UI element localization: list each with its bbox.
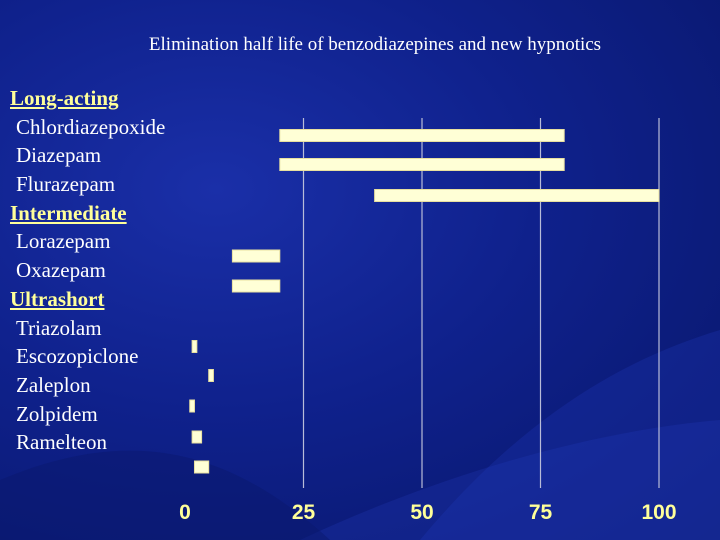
bar bbox=[189, 399, 195, 413]
x-tick-label: 50 bbox=[410, 501, 433, 524]
bar bbox=[208, 369, 214, 382]
drug-label: Oxazepam bbox=[16, 258, 106, 283]
drug-label: Lorazepam bbox=[16, 229, 111, 254]
bar bbox=[191, 340, 198, 353]
x-tick-label: 25 bbox=[292, 501, 316, 524]
group-label: Long-acting bbox=[10, 86, 119, 110]
bar bbox=[374, 189, 660, 202]
bar bbox=[231, 249, 281, 263]
category-labels: Long-acting Chlordiazepoxide Diazepam Flura… bbox=[10, 84, 165, 457]
drug-label: Zaleplon bbox=[16, 372, 91, 397]
drug-label: Chlordiazepoxide bbox=[16, 114, 166, 139]
drug-label: Diazepam bbox=[16, 143, 102, 168]
bar bbox=[231, 279, 281, 293]
drug-label: Flurazepam bbox=[16, 172, 116, 197]
bar bbox=[279, 158, 565, 171]
drug-label: Zolpidem bbox=[16, 401, 98, 426]
drug-label: Ramelteon bbox=[16, 430, 107, 455]
x-tick-label: 100 bbox=[641, 501, 676, 524]
group-label: Intermediate bbox=[10, 200, 127, 225]
x-tick-label: 75 bbox=[529, 501, 553, 524]
group-label: Ultrashort bbox=[10, 286, 105, 311]
drug-label: Escozopiclone bbox=[16, 344, 139, 369]
x-tick-label: 0 bbox=[179, 501, 191, 524]
chart-title: Elimination half life of benzodiazepines… bbox=[148, 34, 602, 55]
bar bbox=[279, 129, 565, 142]
bar bbox=[191, 430, 203, 444]
bar bbox=[193, 460, 210, 474]
drug-label: Triazolam bbox=[16, 315, 102, 340]
